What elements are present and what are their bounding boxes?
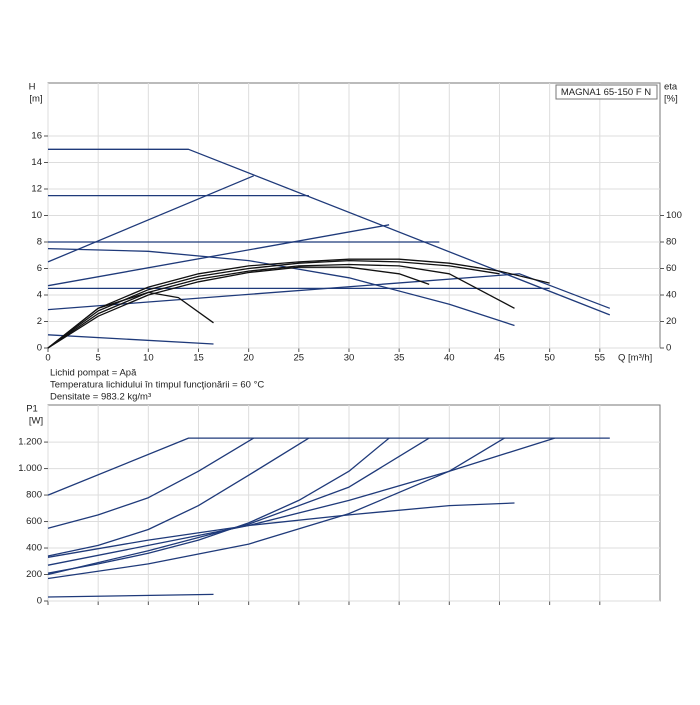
y-tick-label: 8 (37, 237, 42, 248)
curve (47, 266, 430, 349)
x-tick-label: 55 (595, 353, 606, 364)
annotation: Temperatura lichidului în timpul funcţio… (50, 380, 264, 391)
curve (47, 437, 390, 574)
curve (47, 247, 515, 327)
curve (47, 273, 611, 311)
curve (47, 593, 214, 598)
y-tick-label: 0 (37, 596, 42, 607)
y-tick-label: 200 (26, 569, 42, 580)
chart-title: MAGNA1 65-150 F N (561, 87, 651, 98)
x-tick-label: 30 (344, 353, 355, 364)
y-label: P1 (26, 404, 38, 415)
curve (47, 437, 430, 576)
curve (47, 437, 505, 580)
x-tick-label: 0 (45, 353, 50, 364)
y-tick-label: 600 (26, 516, 42, 527)
plot-area (47, 404, 661, 602)
y2-tick-label: 40 (666, 290, 677, 301)
curve (47, 502, 515, 558)
x-tick-label: 25 (294, 353, 305, 364)
curve (47, 175, 254, 263)
annotation: Densitate = 983.2 kg/m³ (50, 392, 151, 403)
y2-tick-label: 60 (666, 263, 677, 274)
y-label: H (29, 82, 36, 93)
y-tick-label: 12 (31, 184, 42, 195)
x-label: Q [m³/h] (618, 353, 652, 364)
y-unit: [m] (29, 94, 42, 105)
model-box (555, 84, 658, 100)
x-tick-label: 10 (143, 353, 154, 364)
curve (47, 437, 255, 529)
y2-label: eta (664, 82, 678, 93)
y-tick-label: 1.200 (18, 437, 42, 448)
y-tick-label: 800 (26, 490, 42, 501)
x-tick-label: 50 (544, 353, 555, 364)
curve (47, 258, 550, 349)
y2-unit: [%] (664, 94, 678, 105)
curve (47, 291, 214, 349)
y2-tick-label: 100 (666, 210, 682, 221)
x-tick-label: 5 (96, 353, 101, 364)
curve (47, 263, 515, 349)
curve (47, 437, 555, 566)
y2-tick-label: 0 (666, 343, 671, 354)
y-tick-label: 1.000 (18, 463, 42, 474)
curve (48, 148, 611, 316)
y-tick-label: 2 (37, 316, 42, 327)
y-tick-label: 4 (37, 290, 42, 301)
y-tick-label: 16 (31, 131, 42, 142)
curve (47, 437, 610, 496)
y2-tick-label: 80 (666, 237, 677, 248)
y-tick-label: 400 (26, 543, 42, 554)
x-tick-label: 15 (193, 353, 204, 364)
x-tick-label: 35 (394, 353, 405, 364)
curve (47, 224, 390, 287)
y-tick-label: 6 (37, 263, 42, 274)
y-tick-label: 14 (31, 157, 42, 168)
curve (47, 334, 214, 345)
x-tick-label: 45 (494, 353, 505, 364)
y-unit: [W] (29, 416, 43, 427)
curve (47, 437, 310, 557)
x-tick-label: 20 (243, 353, 254, 364)
x-tick-label: 40 (444, 353, 455, 364)
y-tick-label: 10 (31, 210, 42, 221)
annotation: Lichid pompat = Apă (50, 368, 137, 379)
y-tick-label: 0 (37, 343, 42, 354)
y2-tick-label: 20 (666, 316, 677, 327)
